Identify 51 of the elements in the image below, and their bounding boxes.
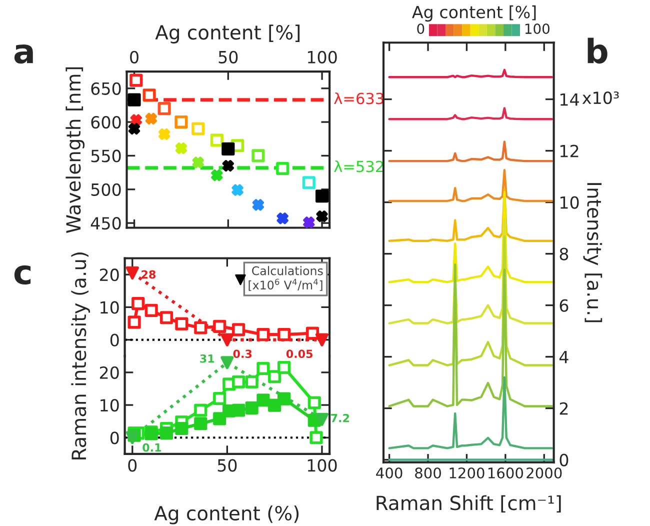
x-tick-label: 100: [308, 50, 337, 64]
x-tick-label: 50: [218, 50, 238, 64]
text: 100: [525, 24, 550, 34]
y-tick-label: 500: [91, 183, 121, 196]
y-tick-label: 450: [90, 217, 121, 230]
annotation: 0.1: [142, 443, 162, 452]
text: Ag content [%]: [412, 5, 536, 22]
y-axis-title: Raman intensity (a.u): [71, 252, 90, 460]
text: x10³: [582, 91, 619, 104]
annotation: Calculations [x10$^{6}$ V$^{4}$/m$^{4}$]: [248, 266, 323, 291]
y-tick-label: 4: [559, 350, 568, 364]
y-tick-label: 650: [91, 82, 121, 95]
y-tick-label: 6: [560, 299, 568, 312]
y-tick-label: 10: [560, 196, 579, 209]
y-tick-label: 10: [100, 398, 119, 412]
x-tick-label: 800: [415, 467, 441, 479]
x-tick-label: 2000: [526, 467, 562, 479]
y-tick-label: 2: [560, 402, 568, 415]
x-tick-label: 1600: [488, 467, 524, 479]
y-tick-label: 14: [560, 93, 579, 106]
y-tick-label: 20: [100, 268, 119, 282]
annotation: 28: [142, 270, 156, 279]
ref-line-label: λ=532: [334, 160, 384, 172]
y-axis-title: Wavelength [nm]: [66, 67, 85, 233]
annotation: 0.05: [286, 350, 312, 358]
y-tick-label: 20: [100, 366, 119, 379]
x-tick-label: 50: [218, 459, 237, 472]
text: b: [588, 38, 608, 64]
x-tick-label: 0: [128, 459, 137, 472]
ref-line-label: λ=633: [334, 92, 384, 104]
y-tick-label: 550: [91, 150, 121, 162]
y-tick-label: 8: [560, 248, 568, 260]
annotation: 0.3: [233, 350, 252, 358]
y-tick-label: 10: [100, 301, 119, 314]
x-tick-label: 100: [308, 459, 337, 472]
text: a: [14, 44, 33, 64]
y-tick-label: 600: [91, 116, 121, 129]
y-tick-label: 12: [560, 144, 578, 158]
annotation: 31: [200, 354, 214, 363]
annotation: 7.2: [331, 414, 350, 422]
x-tick-label: 0: [130, 50, 138, 64]
x-axis-title: Ag content [%]: [155, 24, 300, 44]
y-tick-label: 0: [110, 334, 119, 346]
text: c: [14, 265, 31, 285]
x-tick-label: 400: [376, 467, 402, 479]
y-tick-label: 0: [110, 432, 119, 444]
x-axis-title: Ag content (%): [154, 506, 299, 524]
text: 0: [417, 24, 424, 34]
x-tick-label: 1200: [450, 467, 484, 479]
x-axis-title: Raman Shift [cm⁻¹]: [376, 495, 561, 513]
y-axis-title: Intensity [a.u.]: [583, 183, 602, 322]
